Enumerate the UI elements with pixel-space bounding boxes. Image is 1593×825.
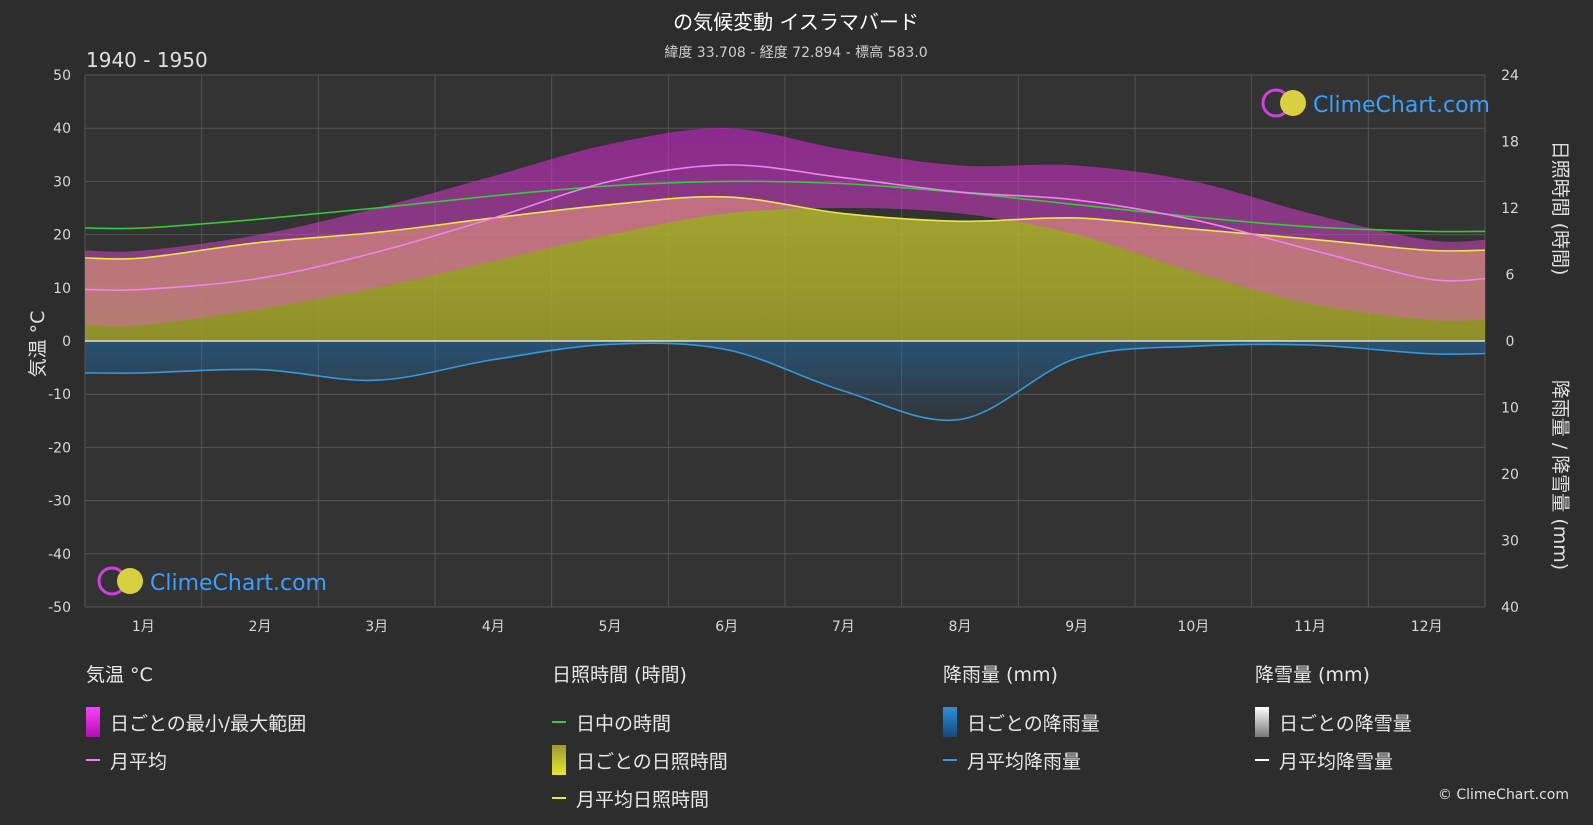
legend-item: 日ごとの降雪量 [1255,703,1412,741]
x-tick-label: 2月 [249,619,272,635]
temperature-range-band [85,128,1485,327]
x-tick-label: 7月 [832,619,855,635]
logo-sun-icon [117,568,143,594]
y-tick-label-left: 30 [53,174,71,190]
x-tick-label: 6月 [715,619,738,635]
legend-item-label: 日ごとの降雨量 [967,712,1100,735]
y-tick-label-right: 6 [1506,268,1515,284]
y-tick-label-right: 30 [1501,534,1519,550]
x-tick-label: 9月 [1065,619,1088,635]
legend-header: 気温 °C [86,664,153,686]
legend-item-label: 月平均 [110,750,168,773]
chart-subtitle: 緯度 33.708 - 経度 72.894 - 標高 583.0 [664,44,927,61]
y-tick-label-right: 12 [1501,201,1519,217]
y-axis-label-right-top: 日照時間 (時間) [1549,141,1571,276]
watermark-text-bottom: ClimeChart.com [150,571,327,596]
band-swatch-icon [552,745,566,775]
legend-sunshine: 日照時間 (時間) 日中の時間 日ごとの日照時間 月平均日照時間 [552,660,728,817]
x-tick-label: 12月 [1411,619,1443,635]
data-lines [84,164,1486,422]
y-tick-label-left: -10 [48,387,71,403]
legend-header: 日照時間 (時間) [552,664,687,686]
legend-item-label: 日ごとの日照時間 [576,750,728,773]
logo-sun-icon [1280,90,1306,116]
x-tick-label: 4月 [482,619,505,635]
line-swatch-icon [943,759,957,761]
legend-item: 月平均降雪量 [1255,741,1412,779]
legend-rain: 降雨量 (mm) 日ごとの降雨量 月平均降雨量 [943,660,1100,779]
line-swatch-icon [552,797,566,799]
legend-temperature: 気温 °C 日ごとの最小/最大範囲 月平均 [86,660,306,779]
y-tick-label-left: 50 [53,68,71,84]
y-tick-label-left: -50 [48,600,71,616]
legend-item-label: 日中の時間 [576,712,672,735]
legend-item: 日ごとの日照時間 [552,741,728,779]
rain-area [85,341,1485,421]
line-swatch-icon [552,721,566,723]
y-tick-label-left: 20 [53,228,71,244]
band-swatch-icon [943,707,957,737]
line-swatch-icon [86,759,100,761]
band-swatch-icon [86,707,100,737]
x-tick-label: 5月 [599,619,622,635]
legend-snow: 降雪量 (mm) 日ごとの降雪量 月平均降雪量 [1255,660,1412,779]
legend-header: 降雪量 (mm) [1255,664,1370,686]
legend-item-label: 日ごとの降雪量 [1279,712,1412,735]
legend-item-label: 月平均降雪量 [1279,750,1394,773]
chart-title: の気候変動 イスラマバード [673,10,919,34]
y-tick-label-right: 20 [1501,467,1519,483]
y-tick-label-left: -20 [48,440,71,456]
legend-item: 月平均日照時間 [552,779,728,817]
watermark-text-top: ClimeChart.com [1313,93,1490,118]
y-tick-label-right: 18 [1501,135,1519,151]
y-tick-label-right: 0 [1506,334,1515,350]
y-tick-label-left: -40 [48,547,71,563]
legend-item: 日ごとの降雨量 [943,703,1100,741]
series-line-月平均 [84,164,1486,292]
legend-item: 日中の時間 [552,703,728,741]
x-tick-label: 3月 [365,619,388,635]
watermark-bottom: ClimeChart.com [97,566,327,596]
data-bands [85,128,1485,342]
series-line-月平均降雨量 [84,342,1486,422]
y-tick-label-right: 24 [1501,68,1519,84]
y-tick-label-right: 40 [1501,600,1519,616]
legend-item: 月平均降雨量 [943,741,1100,779]
y-tick-label-left: 40 [53,121,71,137]
line-swatch-icon [1255,759,1269,761]
watermark-top: ClimeChart.com [1261,88,1490,118]
y-axis-label-right-bottom: 降雨量 / 降雪量 (mm) [1549,380,1571,570]
legend-item: 月平均 [86,741,306,779]
legend-item: 日ごとの最小/最大範囲 [86,703,306,741]
legend-header: 降雨量 (mm) [943,664,1058,686]
series-line-日中の時間 [84,180,1486,233]
x-tick-label: 11月 [1294,619,1326,635]
x-tick-label: 1月 [132,619,155,635]
y-tick-label-left: -30 [48,494,71,510]
axes: 50 40 30 20 10 0 -10 -20 -30 -40 -50 24 18 12 6 0 10 20 30… [48,68,1519,635]
y-tick-label-left: 0 [62,334,71,350]
copyright: © ClimeChart.com [1437,787,1569,803]
rain-area-fill [85,341,1485,421]
legend-item-label: 月平均降雨量 [967,750,1082,773]
x-tick-label: 8月 [949,619,972,635]
y-axis-label-left: 気温 °C [27,311,49,378]
x-tick-label: 10月 [1177,619,1209,635]
climate-chart: の気候変動 イスラマバード 緯度 33.708 - 経度 72.894 - 標高… [27,10,1571,635]
series-line-月平均日照時間 [84,195,1486,260]
legend-item-label: 月平均日照時間 [576,788,710,811]
period-label: 1940 - 1950 [86,48,208,72]
legend-item-label: 日ごとの最小/最大範囲 [110,712,307,735]
y-tick-label-left: 10 [53,281,71,297]
band-swatch-icon [1255,707,1269,737]
y-tick-label-right: 10 [1501,401,1519,417]
